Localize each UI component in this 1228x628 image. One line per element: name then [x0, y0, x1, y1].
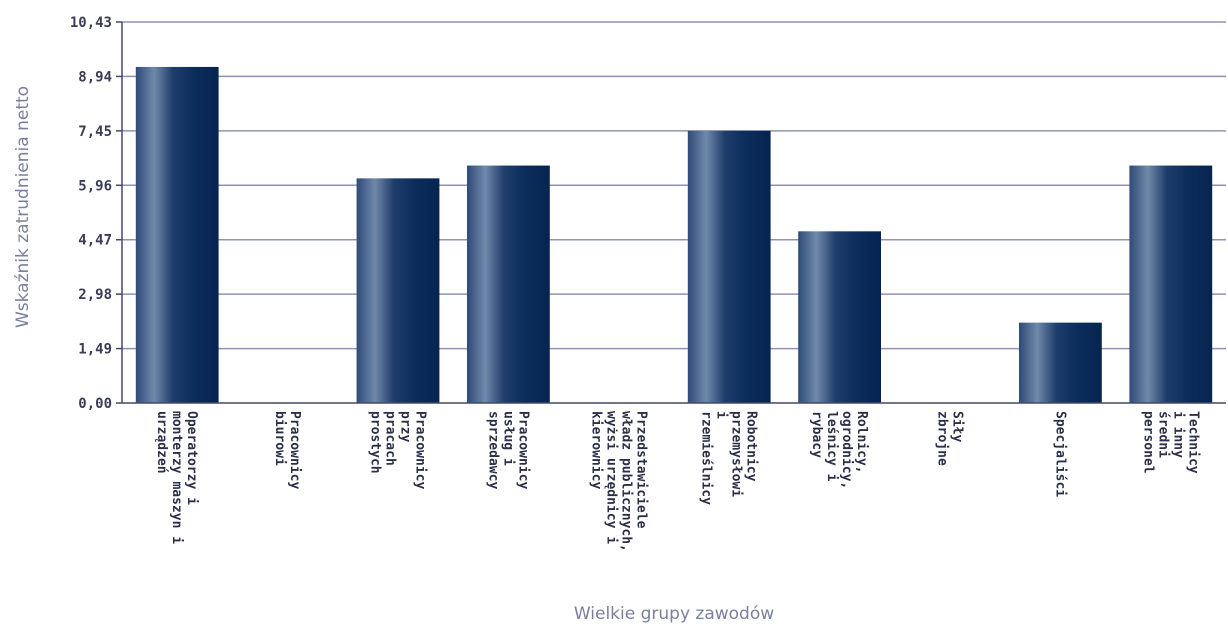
bar [135, 66, 219, 403]
x-category-label-line: pracach [383, 411, 398, 466]
x-category-label-line: średni [1155, 411, 1170, 458]
bars [135, 66, 1213, 403]
x-category-label-line: leśnicy i [824, 411, 839, 482]
y-axis-title: Wskaźnik zatrudnienia netto [13, 86, 33, 328]
bar [798, 231, 881, 403]
x-axis-title: Wielkie grupy zawodów [574, 604, 774, 624]
x-category-label-line: i inny [1170, 411, 1185, 458]
bar [467, 165, 550, 403]
x-category-label: Specjaliści [1052, 411, 1067, 497]
x-category-label-line: urządzeń [154, 411, 169, 474]
x-category-label-line: Pracownicy [515, 411, 530, 489]
bar [687, 130, 771, 403]
bar [1019, 322, 1102, 403]
x-category-label-line: Operatorzy i [184, 411, 199, 505]
x-category-label-line: kierownicy [588, 411, 603, 489]
x-category-label-line: zbrojne [935, 411, 950, 466]
axes [121, 22, 1226, 404]
x-category-label-line: biurowi [272, 411, 287, 466]
y-tick-label: 8,94 [78, 69, 112, 85]
x-category-label-line: personel [1140, 411, 1155, 474]
x-category-label-line: Pracownicy [413, 411, 428, 489]
x-category-label-line: przemysłowi [729, 411, 744, 497]
y-tick-label: 10,43 [70, 15, 112, 31]
bar [356, 178, 440, 403]
x-category-label-line: prostych [368, 411, 383, 474]
x-category-label-line: Przedstawiciele [633, 411, 648, 529]
bar [1129, 165, 1213, 403]
x-category-label-line: Technicy [1185, 411, 1200, 474]
x-category-label-line: Rolnicy, [854, 411, 869, 474]
x-category-label-line: ogrodnicy, [839, 411, 854, 489]
x-category-label-line: władz publicznych, [618, 411, 633, 552]
x-category-label-line: Robotnicy [744, 411, 759, 482]
y-tick-label: 7,45 [78, 124, 112, 140]
x-category-label-line: sprzedawcy [485, 411, 500, 489]
y-tick-label: 5,96 [78, 178, 112, 194]
x-category-label-line: przy [398, 411, 413, 442]
x-category-label-line: Siły [950, 411, 965, 442]
x-category-label-line: rybacy [809, 411, 824, 458]
y-tick-label: 4,47 [78, 233, 112, 249]
x-category-label-line: Pracownicy [287, 411, 302, 489]
x-category-label-line: rzemieślnicy [699, 411, 714, 505]
x-category-label-line: wyżsi urzędnicy i [603, 411, 618, 544]
y-tick-label: 2,98 [78, 287, 112, 303]
gridlines [116, 21, 1226, 404]
x-category-label-line: i [714, 411, 729, 419]
x-category-label-line: monterzy maszyn i [169, 411, 184, 544]
x-category-label-line: usług i [500, 411, 515, 466]
y-tick-label: 1,49 [78, 342, 112, 358]
y-tick-labels: 0,00 1,49 2,98 4,47 5,96 7,45 8,94 10,43 [70, 15, 112, 412]
y-tick-label: 0,00 [78, 396, 112, 412]
x-category-label-line: Specjaliści [1052, 411, 1067, 497]
